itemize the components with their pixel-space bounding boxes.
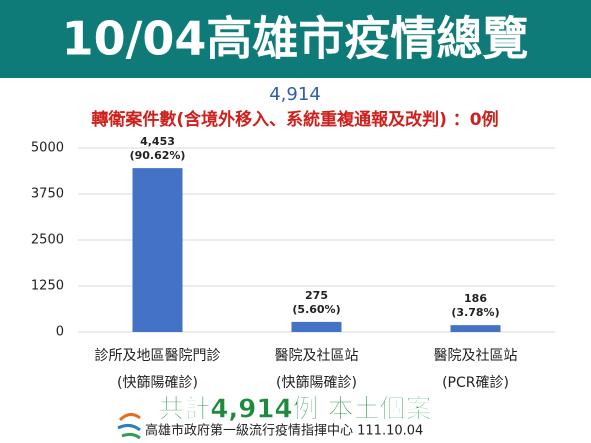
value-label: 4,453 — [140, 135, 175, 148]
bar — [291, 321, 342, 332]
x-tick-label: 醫院及社區站 — [275, 348, 359, 364]
logo — [117, 413, 141, 440]
percent-label: (90.62%) — [130, 149, 186, 162]
x-tick-label: 醫院及社區站 — [434, 348, 518, 364]
page-title: 10/04高雄市疫情總覽 — [62, 12, 529, 66]
banner — [0, 0, 591, 78]
summary: 共計4,914例 本土個案 — [158, 394, 432, 425]
subtitle: 轉衛案件數(含境外移入、系統重複通報及改判) ：0例 — [91, 109, 498, 130]
y-tick-label: 0 — [56, 325, 64, 340]
total: 4,914 — [269, 84, 321, 105]
y-tick-label: 1250 — [31, 279, 64, 294]
x-tick-label: 診所及地區醫院門診 — [95, 348, 221, 364]
x-tick-label: (快篩陽確診) — [117, 375, 198, 391]
y-tick-label: 2500 — [31, 233, 64, 248]
y-tick-label: 3750 — [31, 187, 64, 202]
percent-label: (5.60%) — [292, 303, 340, 316]
value-label: 186 — [464, 292, 487, 305]
x-tick-label: (快篩陽確診) — [276, 375, 357, 391]
bar — [132, 168, 183, 332]
value-label: 275 — [305, 289, 328, 302]
bar — [450, 325, 501, 332]
percent-label: (3.78%) — [451, 306, 499, 319]
x-tick-label: (PCR確診) — [442, 375, 509, 391]
source: 高雄市政府第一級流行疫情指揮中心 111.10.04 — [145, 423, 423, 439]
y-tick-label: 5000 — [31, 141, 64, 156]
